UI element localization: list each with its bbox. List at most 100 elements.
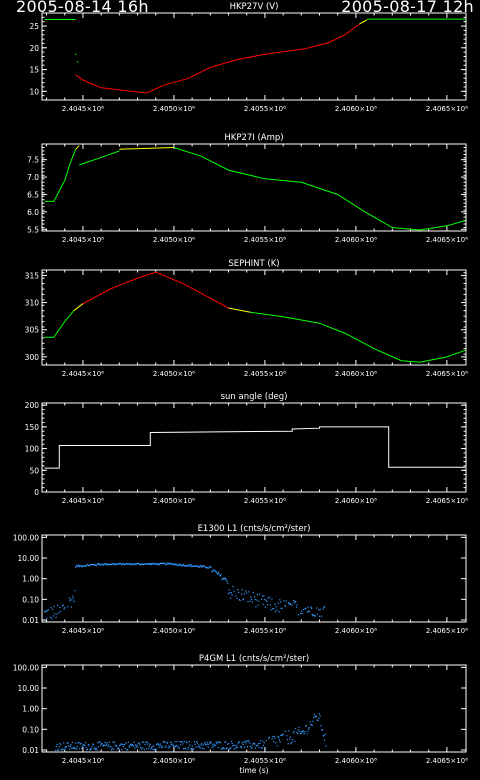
data-point xyxy=(230,740,233,742)
data-point xyxy=(81,745,84,748)
panel-title: P4GM L1 (cnts/s/cm²/ster) xyxy=(199,654,309,664)
data-point xyxy=(92,744,95,746)
data-point xyxy=(307,606,309,608)
data-point xyxy=(190,566,192,568)
data-point xyxy=(165,564,167,566)
data-point xyxy=(86,749,88,751)
data-point xyxy=(157,562,159,564)
data-point xyxy=(274,611,277,613)
data-point xyxy=(217,571,219,573)
x-tick-label: 2.4065×10⁶ xyxy=(426,757,468,765)
x-tick-label: 2.4055×10⁶ xyxy=(244,497,286,505)
x-tick-label: 2.4065×10⁶ xyxy=(426,236,468,244)
data-point xyxy=(170,744,172,746)
data-point xyxy=(118,745,121,747)
data-point xyxy=(107,745,109,747)
data-point xyxy=(168,562,170,564)
plot-frame xyxy=(41,402,467,493)
data-point xyxy=(288,730,290,732)
data-point xyxy=(137,742,140,744)
data-point xyxy=(261,598,263,600)
data-point xyxy=(305,725,307,727)
data-point xyxy=(240,745,242,748)
data-point xyxy=(206,743,209,745)
data-point xyxy=(278,611,280,613)
data-point xyxy=(179,741,181,743)
data-point xyxy=(314,715,316,717)
data-point xyxy=(55,616,57,618)
data-point xyxy=(238,599,240,601)
series-line xyxy=(79,150,120,166)
data-point xyxy=(235,745,238,747)
data-point xyxy=(207,746,209,748)
data-point xyxy=(197,566,199,568)
data-point xyxy=(53,605,55,608)
data-point xyxy=(238,741,241,743)
data-point xyxy=(186,742,188,744)
data-point xyxy=(80,565,82,567)
data-point xyxy=(279,741,281,743)
data-point xyxy=(171,742,173,744)
data-point xyxy=(74,748,76,750)
data-point xyxy=(152,562,155,564)
data-point xyxy=(105,743,108,745)
data-point xyxy=(311,724,313,726)
data-point xyxy=(256,593,259,596)
data-point xyxy=(115,563,117,565)
data-point xyxy=(214,570,217,572)
data-point xyxy=(88,565,91,567)
data-point xyxy=(106,742,108,744)
data-point xyxy=(218,573,220,575)
data-point xyxy=(283,600,285,602)
data-point xyxy=(324,739,326,741)
data-point xyxy=(239,599,241,602)
data-point xyxy=(161,747,163,749)
data-point xyxy=(184,748,186,750)
data-point xyxy=(187,564,190,566)
data-point xyxy=(147,563,150,565)
data-point xyxy=(101,563,103,565)
data-point xyxy=(223,577,225,579)
data-point xyxy=(271,608,274,610)
data-point xyxy=(68,748,71,750)
data-point xyxy=(251,598,253,600)
data-point xyxy=(94,564,96,566)
data-point xyxy=(317,719,319,722)
data-point xyxy=(116,748,119,750)
data-point xyxy=(308,610,310,612)
data-point xyxy=(296,604,298,606)
data-point xyxy=(205,744,207,746)
data-point xyxy=(175,744,177,747)
y-tick-label: 5.5 xyxy=(27,225,39,234)
data-point xyxy=(282,733,284,735)
data-point xyxy=(69,598,72,600)
data-point xyxy=(124,563,126,566)
data-point xyxy=(115,744,117,746)
data-point xyxy=(86,564,88,566)
data-point xyxy=(273,735,275,738)
data-point xyxy=(137,562,139,565)
data-point xyxy=(258,746,260,748)
data-point xyxy=(166,741,168,743)
data-point xyxy=(198,566,200,568)
series-line xyxy=(73,303,84,312)
data-point xyxy=(73,748,75,750)
plot-frame xyxy=(41,269,467,366)
data-point xyxy=(97,742,99,744)
data-point xyxy=(71,747,73,749)
data-point xyxy=(201,747,204,749)
data-point xyxy=(64,747,66,749)
data-point xyxy=(123,563,125,565)
data-point xyxy=(251,744,254,746)
data-point xyxy=(112,563,115,566)
data-point xyxy=(150,747,153,749)
data-point xyxy=(193,565,195,567)
data-point xyxy=(265,748,267,750)
data-point xyxy=(226,747,228,749)
data-point xyxy=(242,599,244,601)
data-point xyxy=(123,564,126,566)
series-line xyxy=(250,311,466,363)
x-tick-label: 2.4050×10⁶ xyxy=(153,627,195,635)
data-point xyxy=(105,562,107,565)
data-point xyxy=(154,563,156,565)
